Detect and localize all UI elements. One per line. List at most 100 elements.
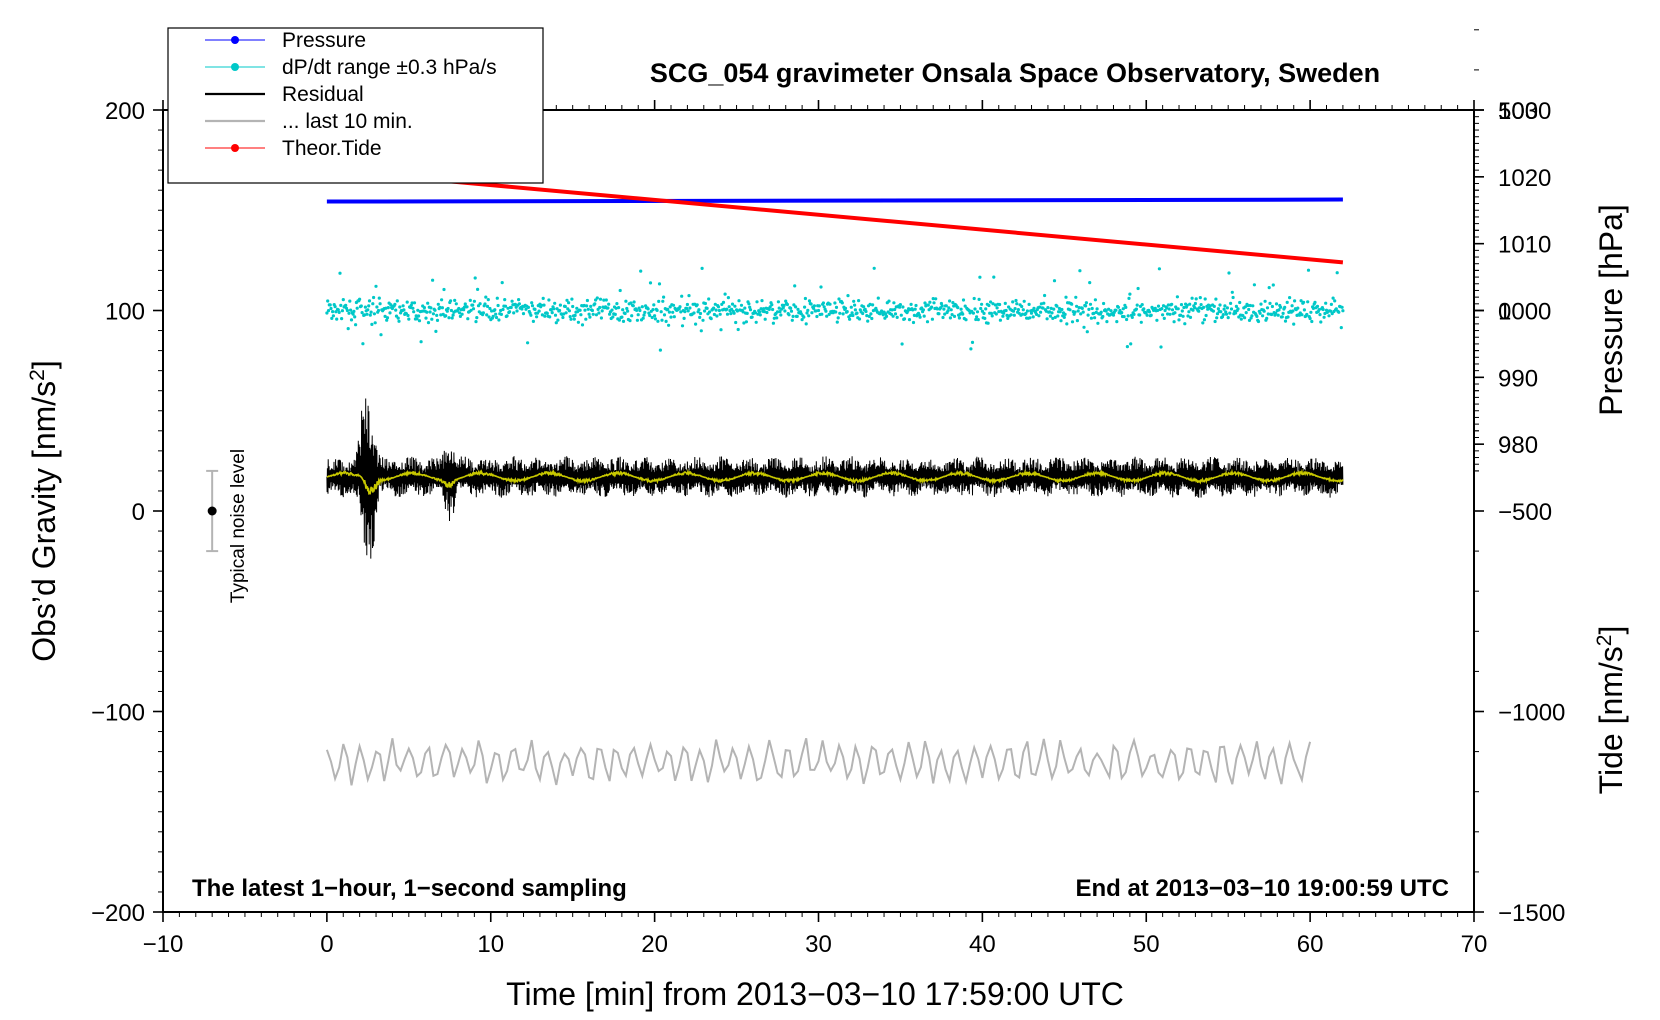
dpdt-point [1128, 292, 1132, 296]
tide-axis-label: Tide [nm/s2] [1593, 626, 1630, 795]
dpdt-point [512, 311, 516, 315]
dpdt-point [976, 318, 980, 322]
dpdt-point [952, 314, 957, 318]
dpdt-point [957, 316, 962, 320]
legend-swatch-dot [231, 63, 239, 71]
dpdt-point [496, 303, 500, 308]
dpdt-point [806, 308, 810, 312]
dpdt-point [555, 307, 559, 311]
dpdt-point [741, 310, 745, 314]
dpdt-point [816, 308, 821, 313]
dpdt-point [1043, 293, 1047, 298]
dpdt-point [951, 301, 955, 305]
dpdt-point [672, 315, 676, 319]
dpdt-point [1202, 305, 1206, 309]
dpdt-point [737, 299, 741, 303]
dpdt-point [363, 313, 367, 317]
dpdt-point [453, 298, 457, 302]
dpdt-point [987, 303, 991, 308]
dpdt-point [776, 300, 781, 304]
pressure-axis-label: Pressure [hPa] [1593, 204, 1629, 416]
dpdt-point [1279, 305, 1283, 309]
dpdt-point [1339, 326, 1343, 330]
dpdt-point [850, 311, 854, 315]
dpdt-point [1285, 300, 1289, 304]
dpdt-point [462, 308, 466, 312]
dpdt-point [678, 305, 682, 309]
dpdt-point [1029, 311, 1034, 315]
dpdt-point [824, 309, 828, 313]
tide-tick-label: 0 [1498, 299, 1511, 326]
dpdt-point [471, 303, 475, 307]
dpdt-point [355, 306, 359, 310]
dpdt-point [458, 311, 462, 315]
dpdt-point [899, 313, 903, 317]
dpdt-point [1180, 309, 1184, 313]
dpdt-point [1256, 319, 1261, 324]
dpdt-point [796, 307, 800, 311]
x-tick-label: 60 [1297, 931, 1324, 958]
dpdt-point [631, 304, 635, 308]
dpdt-point [975, 315, 979, 319]
dpdt-point [1057, 306, 1061, 311]
dpdt-point [1176, 307, 1180, 311]
dpdt-point [956, 306, 960, 310]
dpdt-point [944, 304, 948, 308]
dpdt-point [433, 308, 437, 312]
dpdt-point [457, 306, 461, 311]
dpdt-point [563, 304, 567, 309]
dpdt-point [969, 347, 973, 351]
tide-tick-label: −500 [1498, 499, 1552, 526]
dpdt-point [662, 313, 667, 317]
dpdt-point [994, 312, 998, 316]
dpdt-point [334, 310, 338, 314]
dpdt-point [1311, 306, 1315, 310]
dpdt-point [1262, 309, 1266, 313]
dpdt-point [513, 302, 517, 306]
dpdt-point [1138, 313, 1142, 317]
dpdt-point [600, 309, 604, 313]
dpdt-point [807, 314, 811, 318]
dpdt-point [1041, 306, 1045, 310]
dpdt-point [1114, 308, 1118, 312]
dpdt-point [1337, 310, 1341, 314]
pressure-tick-label: 1030 [1498, 98, 1551, 125]
dpdt-point [971, 311, 976, 315]
dpdt-point [913, 307, 917, 311]
dpdt-point [358, 297, 362, 301]
dpdt-point [755, 300, 759, 304]
dpdt-point [661, 299, 665, 303]
dpdt-point [439, 313, 443, 317]
dpdt-point [425, 310, 429, 314]
dpdt-point [834, 305, 839, 309]
dpdt-point [795, 314, 799, 318]
dpdt-point [775, 316, 779, 320]
dpdt-point [777, 306, 781, 310]
dpdt-point [907, 318, 912, 322]
dpdt-point [1193, 301, 1197, 306]
dpdt-point [973, 307, 977, 311]
dpdt-point [762, 310, 767, 314]
dpdt-point [369, 310, 373, 314]
dpdt-point [1076, 309, 1080, 313]
dpdt-point [1324, 301, 1328, 305]
dpdt-point [1170, 302, 1174, 306]
dpdt-point [1306, 268, 1311, 272]
dpdt-point [1310, 319, 1314, 324]
dpdt-point [657, 299, 661, 303]
dpdt-point [1229, 301, 1233, 305]
dpdt-point [911, 320, 916, 325]
dpdt-point [1093, 298, 1097, 302]
dpdt-point [469, 308, 473, 312]
dpdt-point [901, 305, 905, 309]
dpdt-point [1089, 316, 1093, 320]
dpdt-point [821, 301, 826, 305]
tide-tick-label: −1000 [1498, 700, 1565, 727]
dpdt-point [790, 318, 794, 322]
dpdt-point [589, 304, 593, 308]
dpdt-point [1016, 308, 1021, 312]
dpdt-point [488, 306, 492, 311]
dpdt-point [1122, 315, 1126, 319]
dpdt-point [707, 297, 711, 301]
dpdt-point [1306, 300, 1310, 304]
